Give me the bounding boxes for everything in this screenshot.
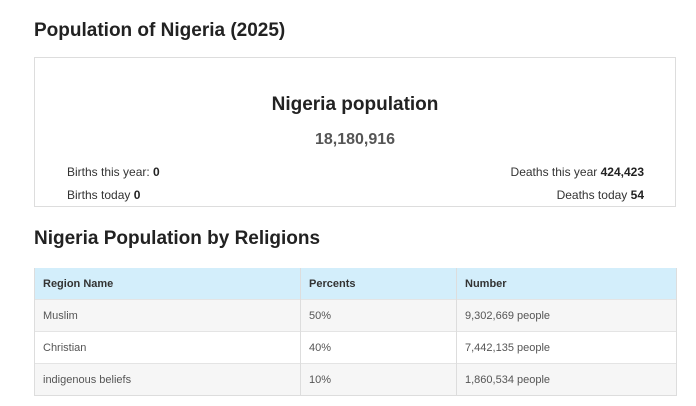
summary-title: Nigeria population xyxy=(271,94,439,115)
cell: 9,302,669 people xyxy=(456,299,677,332)
label: Births today xyxy=(67,188,131,202)
table-head: Region Name Percents Number xyxy=(34,268,677,300)
value: 54 xyxy=(630,188,644,202)
label: Deaths this year xyxy=(510,165,598,179)
page-title: Population of Nigeria (2025) xyxy=(34,20,286,41)
cell: indigenous beliefs xyxy=(34,363,301,396)
cell: 7,442,135 people xyxy=(456,331,677,364)
cell: 40% xyxy=(300,331,457,364)
cell: Christian xyxy=(34,331,301,364)
table-row: Christian 40% 7,442,135 people xyxy=(34,331,677,364)
cell: 10% xyxy=(300,363,457,396)
header-row: Region Name Percents Number xyxy=(34,268,677,300)
table-row: Muslim 50% 9,302,669 people xyxy=(34,299,677,332)
value: 0 xyxy=(153,165,160,179)
cell: 1,860,534 people xyxy=(456,363,677,396)
label: Deaths today xyxy=(556,188,628,202)
column-header: Percents xyxy=(300,268,457,300)
table-body: Muslim 50% 9,302,669 people Christian 40% 7,4… xyxy=(34,299,677,396)
table-row: indigenous beliefs 10% 1,860,534 people xyxy=(34,363,677,396)
deaths-today: Deaths today 54 xyxy=(557,188,644,202)
value: 0 xyxy=(133,188,141,202)
summary-box: Nigeria population 18,180,916 Births thi… xyxy=(34,57,676,207)
section-title: Nigeria Population by Religions xyxy=(34,228,321,249)
births-year: Births this year: 0 xyxy=(67,165,160,179)
religions-table: Region Name Percents Number Muslim 50% 9,302… xyxy=(34,268,677,396)
deaths-year: Deaths this year 424,423 xyxy=(511,165,644,179)
cell: Muslim xyxy=(34,299,301,332)
cell: 50% xyxy=(300,299,457,332)
label: Births this year: xyxy=(67,165,150,179)
column-header: Region Name xyxy=(34,268,301,300)
population: 18,180,916 xyxy=(314,131,396,148)
births-today: Births today 0 xyxy=(67,188,140,202)
value: 424,423 xyxy=(600,165,644,179)
column-header: Number xyxy=(456,268,677,300)
